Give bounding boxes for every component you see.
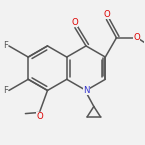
Text: O: O [36, 112, 43, 121]
Text: O: O [71, 18, 78, 27]
Text: F: F [3, 86, 8, 95]
Text: F: F [3, 41, 8, 50]
Text: O: O [103, 10, 110, 19]
Text: N: N [83, 86, 90, 95]
Text: O: O [133, 33, 140, 42]
